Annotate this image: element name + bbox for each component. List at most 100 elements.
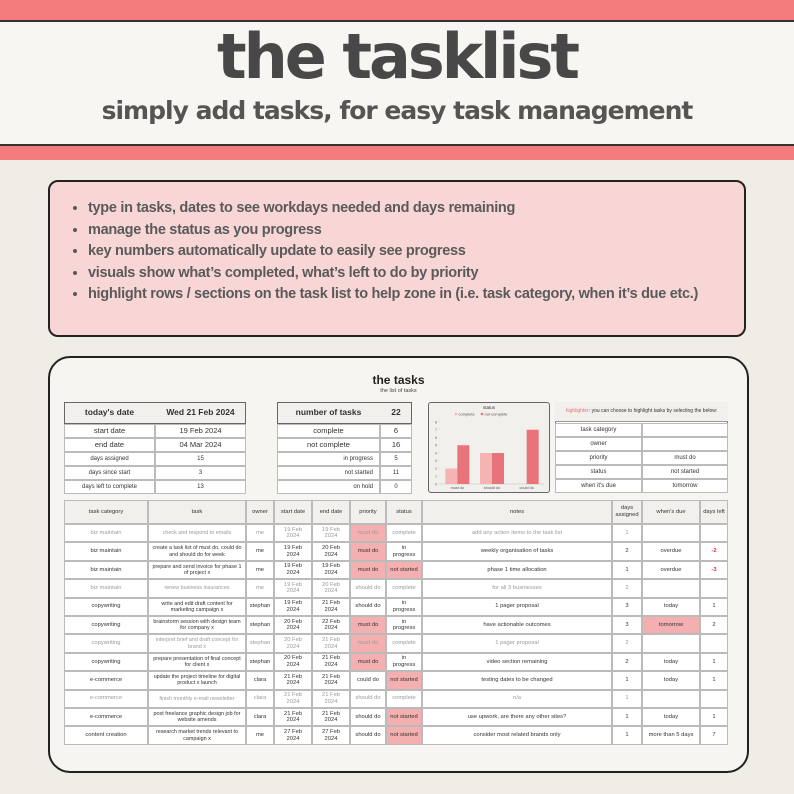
table-cell: 19 Feb 2024 — [274, 597, 312, 616]
highlight-label: priority — [555, 451, 642, 465]
table-cell: renew business insurances — [148, 579, 246, 598]
date-row-label: end date — [64, 438, 155, 452]
table-cell: tomorrow — [642, 616, 700, 635]
table-cell: use upwork, are there any other sites? — [422, 708, 612, 727]
table-cell: 21 Feb 2024 — [312, 597, 350, 616]
table-cell: copywriting — [64, 652, 148, 672]
table-cell: today — [642, 652, 700, 672]
date-row-value: 3 — [155, 466, 246, 480]
table-cell: check and respond to emails — [148, 524, 246, 543]
count-label: on hold — [277, 480, 380, 494]
table-cell: stephan — [246, 634, 274, 653]
column-header: owner — [246, 500, 274, 524]
table-cell: not started — [386, 671, 422, 690]
table-cell: e-commerce — [64, 671, 148, 690]
column-header: priority — [350, 500, 386, 524]
table-cell: 19 Feb 2024 — [274, 542, 312, 561]
bar — [526, 429, 539, 484]
count-value: 0 — [380, 480, 412, 494]
column-header: notes — [422, 500, 612, 524]
table-cell — [642, 634, 700, 653]
today-label: today's date — [84, 407, 135, 418]
table-cell: 1 — [700, 671, 728, 690]
table-cell: video section remaining — [422, 652, 612, 672]
table-cell: stephan — [246, 597, 274, 616]
counts-value: 22 — [391, 407, 401, 418]
table-cell: not started — [386, 560, 422, 580]
table-frame — [64, 500, 728, 745]
table-cell: update the project timeline for digital … — [148, 671, 246, 690]
table-cell: 2 — [612, 652, 642, 672]
table-cell: 1 — [700, 597, 728, 616]
date-row-value: 13 — [155, 480, 246, 494]
column-header: end date — [312, 500, 350, 524]
table-cell: 21 Feb 2024 — [312, 634, 350, 653]
highlight-value: tomorrow — [642, 479, 728, 493]
count-value: 16 — [380, 438, 412, 452]
count-label: not complete — [277, 438, 380, 452]
column-header: days assigned — [612, 500, 642, 524]
column-header: days left — [700, 500, 728, 524]
table-cell: 21 Feb 2024 — [274, 671, 312, 690]
table-cell: prepare and send invoice for phase 1 of … — [148, 560, 246, 580]
count-value: 5 — [380, 452, 412, 466]
feature-list: type in tasks, dates to see workdays nee… — [70, 198, 698, 306]
highlight-label: when it's due — [555, 479, 642, 493]
table-cell: 20 Feb 2024 — [312, 542, 350, 561]
highlight-value — [642, 437, 728, 451]
table-cell: copywriting — [64, 597, 148, 616]
y-tick-label: 0 — [435, 482, 437, 486]
title: the tasklist — [216, 20, 580, 93]
legend-swatch — [454, 412, 458, 416]
table-cell — [700, 524, 728, 543]
x-tick-label: should do — [484, 486, 500, 490]
table-cell: 19 Feb 2024 — [274, 560, 312, 580]
count-label: in progress — [277, 452, 380, 466]
table-cell — [700, 634, 728, 653]
bottom-band — [0, 146, 794, 160]
chart-title: status — [483, 405, 496, 410]
table-cell: 19 Feb 2024 — [312, 560, 350, 580]
table-cell: copywriting — [64, 616, 148, 635]
table-cell: 20 Feb 2024 — [274, 616, 312, 635]
table-cell: stephan — [246, 616, 274, 635]
table-cell: biz maintain — [64, 542, 148, 561]
x-tick-label: must do — [451, 486, 465, 490]
date-row-value: 04 Mar 2024 — [155, 438, 246, 452]
table-cell: brainstorm session with design team for … — [148, 616, 246, 635]
table-cell: must do — [350, 542, 386, 561]
date-row-value: 15 — [155, 452, 246, 466]
table-cell — [700, 579, 728, 598]
top-band — [0, 0, 794, 22]
table-cell: 27 Feb 2024 — [274, 726, 312, 745]
table-cell: clara — [246, 708, 274, 727]
table-cell: copywriting — [64, 634, 148, 653]
table-cell: overdue — [642, 542, 700, 561]
y-tick-label: 3 — [435, 459, 437, 463]
table-cell: clara — [246, 671, 274, 690]
feature: highlight rows / sections on the task li… — [88, 284, 698, 306]
table-cell: must do — [350, 652, 386, 672]
sheet-subtitle: the list of tasks — [380, 388, 417, 394]
table-cell: 21 Feb 2024 — [274, 689, 312, 708]
subtitle: simply add tasks, for easy task manageme… — [101, 96, 694, 125]
table-cell: today — [642, 708, 700, 727]
counts-header — [277, 402, 412, 424]
table-cell: 20 Feb 2024 — [312, 579, 350, 598]
table-cell: -3 — [700, 560, 728, 580]
table-cell: n/a — [422, 689, 612, 708]
table-cell: 1 — [612, 560, 642, 580]
highlight-value: must do — [642, 451, 728, 465]
date-row-label: days since start — [64, 466, 155, 480]
table-cell: not started — [386, 726, 422, 745]
table-cell: complete — [386, 524, 422, 543]
bar — [457, 445, 470, 484]
table-cell — [642, 579, 700, 598]
table-cell: 1 — [612, 726, 642, 745]
table-cell: complete — [386, 689, 422, 708]
table-cell: biz maintain — [64, 524, 148, 543]
table-cell: could do — [350, 671, 386, 690]
column-header: status — [386, 500, 422, 524]
date-row-label: days left to complete — [64, 480, 155, 494]
table-cell: research market trends relevant to campa… — [148, 726, 246, 745]
